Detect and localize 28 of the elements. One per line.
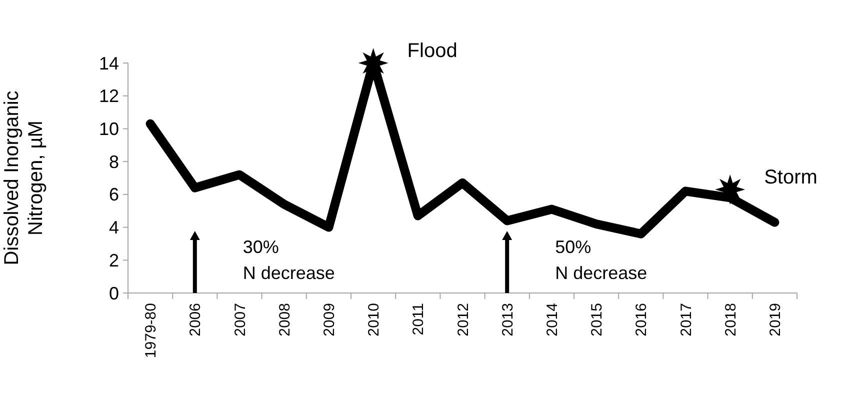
y-tick-label: 4 [108,218,119,238]
x-tick-label: 2014 [544,303,561,336]
x-tick-label: 2009 [320,303,338,336]
ref-line-label: 30% N decrease [242,237,335,284]
x-tick-label: 2013 [499,303,516,336]
x-tick-label: 2017 [678,303,695,336]
y-tick-label: 8 [108,152,119,172]
x-tick-label: 2019 [766,303,784,336]
y-tick-label: 6 [108,184,119,205]
y-tick-label: 2 [108,250,119,270]
annotation: Flood [407,40,458,62]
y-tick-label: 0 [108,283,119,304]
x-tick-label: 2016 [633,303,650,336]
x-tick-label: 2012 [454,303,472,336]
x-tick-label: 1979-80 [142,303,160,358]
x-tick-label: 2015 [588,303,606,336]
y-tick-label: 14 [98,53,119,74]
y-tick-label: 12 [98,86,119,106]
x-tick-label: 2007 [232,303,249,336]
annotation: Storm [764,166,818,188]
x-tick-label: 2018 [722,303,740,336]
x-tick-label: 2010 [366,303,383,336]
x-tick-label: 2011 [410,303,428,336]
y-axis-title: Dissolved Inorganic Nitrogen, µM [1,90,47,266]
y-tick-label: 10 [98,119,119,140]
x-tick-label: 2006 [187,303,204,336]
x-tick-label: 2008 [276,303,294,336]
ref-line-label: 50% N decrease [555,237,648,284]
